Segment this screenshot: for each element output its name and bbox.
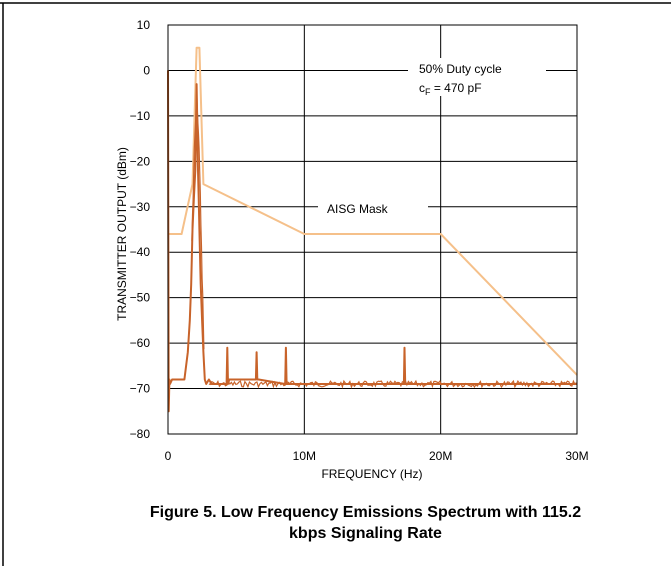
x-tick-label: 10M bbox=[293, 449, 316, 463]
figure-caption: Figure 5. Low Frequency Emissions Spectr… bbox=[60, 502, 671, 544]
x-tick-label: 0 bbox=[165, 449, 172, 463]
x-axis-title: FREQUENCY (Hz) bbox=[321, 467, 422, 481]
cap-prefix: c bbox=[419, 81, 425, 95]
y-tick-labels: 10 0 −10 −20 −30 −40 −50 −60 −70 −80 bbox=[130, 18, 151, 441]
y-tick-label: 10 bbox=[137, 18, 151, 32]
y-tick-label: −10 bbox=[130, 109, 151, 123]
y-tick-label: −60 bbox=[130, 336, 151, 350]
duty-cycle-annotation: 50% Duty cycle bbox=[419, 62, 502, 76]
mask-label: AISG Mask bbox=[327, 202, 389, 216]
caption-line-2: kbps Signaling Rate bbox=[289, 525, 442, 542]
capacitance-annotation: cF = 470 pF bbox=[419, 81, 482, 97]
y-tick-label: −80 bbox=[130, 427, 151, 441]
y-tick-label: −30 bbox=[130, 200, 151, 214]
x-tick-label: 30M bbox=[565, 449, 588, 463]
series-layer bbox=[167, 46, 578, 413]
spectrum-series-line bbox=[167, 70, 577, 413]
y-tick-label: 0 bbox=[143, 63, 150, 77]
mask-series-line bbox=[168, 46, 578, 376]
mask-label-background bbox=[318, 199, 428, 217]
y-axis-title: TRANSMITTER OUTPUT (dBm) bbox=[115, 147, 129, 321]
y-tick-label: −70 bbox=[130, 382, 151, 396]
y-tick-label: −50 bbox=[130, 291, 151, 305]
spectrum-noise-floor bbox=[208, 379, 577, 389]
annotation-background bbox=[408, 58, 546, 96]
cap-suffix: = 470 pF bbox=[431, 81, 482, 95]
spectrum-main-lobe bbox=[191, 90, 205, 350]
cap-subscript: F bbox=[425, 87, 431, 97]
y-tick-label: −40 bbox=[130, 245, 151, 259]
plot-frame bbox=[167, 24, 578, 435]
caption-line-1: Figure 5. Low Frequency Emissions Spectr… bbox=[149, 504, 582, 521]
x-tick-labels: 0 10M 20M 30M bbox=[165, 449, 589, 463]
y-tick-label: −20 bbox=[130, 154, 151, 168]
x-tick-label: 20M bbox=[429, 449, 452, 463]
